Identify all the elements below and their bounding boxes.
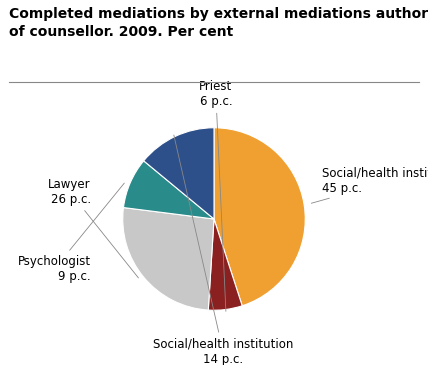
Text: Completed mediations by external mediations authority, by type
of counsellor. 20: Completed mediations by external mediati…: [9, 7, 428, 39]
Wedge shape: [144, 128, 214, 219]
Wedge shape: [123, 208, 214, 310]
Text: Social/health institution
45 p.c.: Social/health institution 45 p.c.: [311, 167, 428, 203]
Text: Social/health institution
14 p.c.: Social/health institution 14 p.c.: [153, 135, 293, 365]
Wedge shape: [123, 161, 214, 219]
Text: Lawyer
26 p.c.: Lawyer 26 p.c.: [48, 178, 138, 278]
Wedge shape: [214, 128, 305, 306]
Text: Priest
6 p.c.: Priest 6 p.c.: [199, 80, 232, 311]
Wedge shape: [208, 219, 242, 310]
Text: Psychologist
9 p.c.: Psychologist 9 p.c.: [18, 183, 124, 283]
